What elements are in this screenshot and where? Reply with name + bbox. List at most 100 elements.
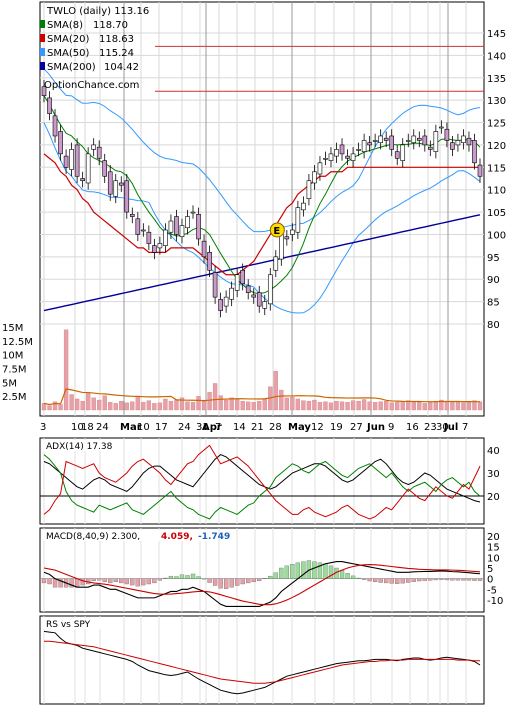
rs-label: RS vs SPY [46,620,91,630]
candle-body [240,269,245,285]
candle-body [130,214,135,217]
candle-body [444,128,450,141]
volume-bar [378,401,383,411]
volume-bar [163,398,168,411]
price-tick-label: 110 [487,186,506,197]
x-tick-label: Apr [202,422,222,433]
volume-bar [135,396,140,411]
candle-body [312,171,317,184]
volume-bar [439,399,444,411]
candle-body [284,236,290,240]
x-tick-label: 12 [311,422,324,433]
candle-body [185,216,190,229]
volume-bar [179,397,185,411]
candle-body [52,115,58,137]
adx-label-bg [42,440,110,451]
candle-body [334,149,339,157]
volume-tick-label: 10M [2,351,23,362]
macd-histogram-bar [157,578,163,581]
x-tick-label: 16 [406,422,419,433]
volume-bar [323,401,328,411]
candle-body [96,146,102,159]
candle-body [118,182,124,186]
volume-bar [384,400,389,411]
volume-bar [97,399,102,411]
candle-body [383,137,389,141]
candle-body [47,97,52,114]
macd-histogram-bar [367,578,372,582]
volume-bar [257,400,262,411]
macd-histogram-bar [361,578,367,580]
candle-body [323,158,328,160]
macd-tick-label: 0 [487,575,493,586]
volume-bar [273,371,278,411]
volume-bar [284,397,289,411]
candle-body [433,131,439,152]
macd-histogram-bar [472,578,477,581]
volume-bar [130,401,135,411]
macd-histogram-bar [124,578,129,585]
x-tick-label: 31 [196,422,209,433]
candle-body [74,144,80,177]
volume-bar [235,399,240,411]
candle-body [339,144,345,155]
macd-histogram-bar [108,578,113,584]
candle-body [461,135,466,143]
adx-series-line [43,454,481,503]
candle-body [472,140,477,164]
legend-sma200-value: 104.42 [104,62,139,73]
candle-body [174,216,179,235]
candle-body [234,274,240,291]
macd-value-hist: -1.749 [198,532,230,542]
volume-bar [350,400,356,411]
earnings-marker [269,222,285,238]
macd-histogram-bar [389,578,394,584]
macd-histogram-bar [328,565,334,579]
x-tick-label: Jul [443,422,458,433]
macd-histogram-bar [417,578,422,582]
macd-histogram-bar [262,578,267,579]
candle-body [212,272,218,298]
candle-body [91,144,96,150]
volume-bar [444,400,450,411]
volume-bar [372,402,378,411]
candle-body [345,155,350,159]
volume-bar [113,403,118,411]
sma20-line [43,153,480,276]
candle-body [477,164,483,177]
candle-body [328,153,334,161]
candle-body [405,140,411,142]
volume-bar [124,402,129,411]
price-tick-label: 145 [487,29,506,40]
volume-bar [455,402,461,411]
candle-body [190,211,196,214]
volume-bar [328,402,334,411]
candle-body [367,142,372,146]
macd-tick-label: 15 [487,543,500,554]
adx-series-line [43,444,481,520]
macd-series-line [43,561,481,607]
volume-tick-label: 7.5M [2,365,27,376]
macd-histogram-bar [240,578,245,585]
macd-histogram-bar [384,578,389,584]
volume-bar [428,402,433,411]
volume-bar [461,402,466,411]
x-tick-label: 30 [436,422,449,433]
legend-sma50-value: 115.24 [99,48,134,59]
volume-tick-label: 5M [2,378,17,389]
macd-histogram-bar [218,578,223,589]
candle-body [201,240,207,258]
volume-bar [400,401,405,411]
macd-histogram-bar [174,576,179,579]
candle-body [146,231,152,244]
candle-body [356,149,361,151]
macd-histogram-bar [41,578,47,584]
volume-bar [146,400,152,411]
macd-histogram-bar [201,578,207,580]
macd-histogram-bar [91,578,96,581]
volume-bar [246,401,251,411]
candle-body [135,218,141,235]
macd-histogram-bar [58,578,63,588]
macd-histogram-bar [251,578,256,583]
rs-series-line [44,640,480,684]
